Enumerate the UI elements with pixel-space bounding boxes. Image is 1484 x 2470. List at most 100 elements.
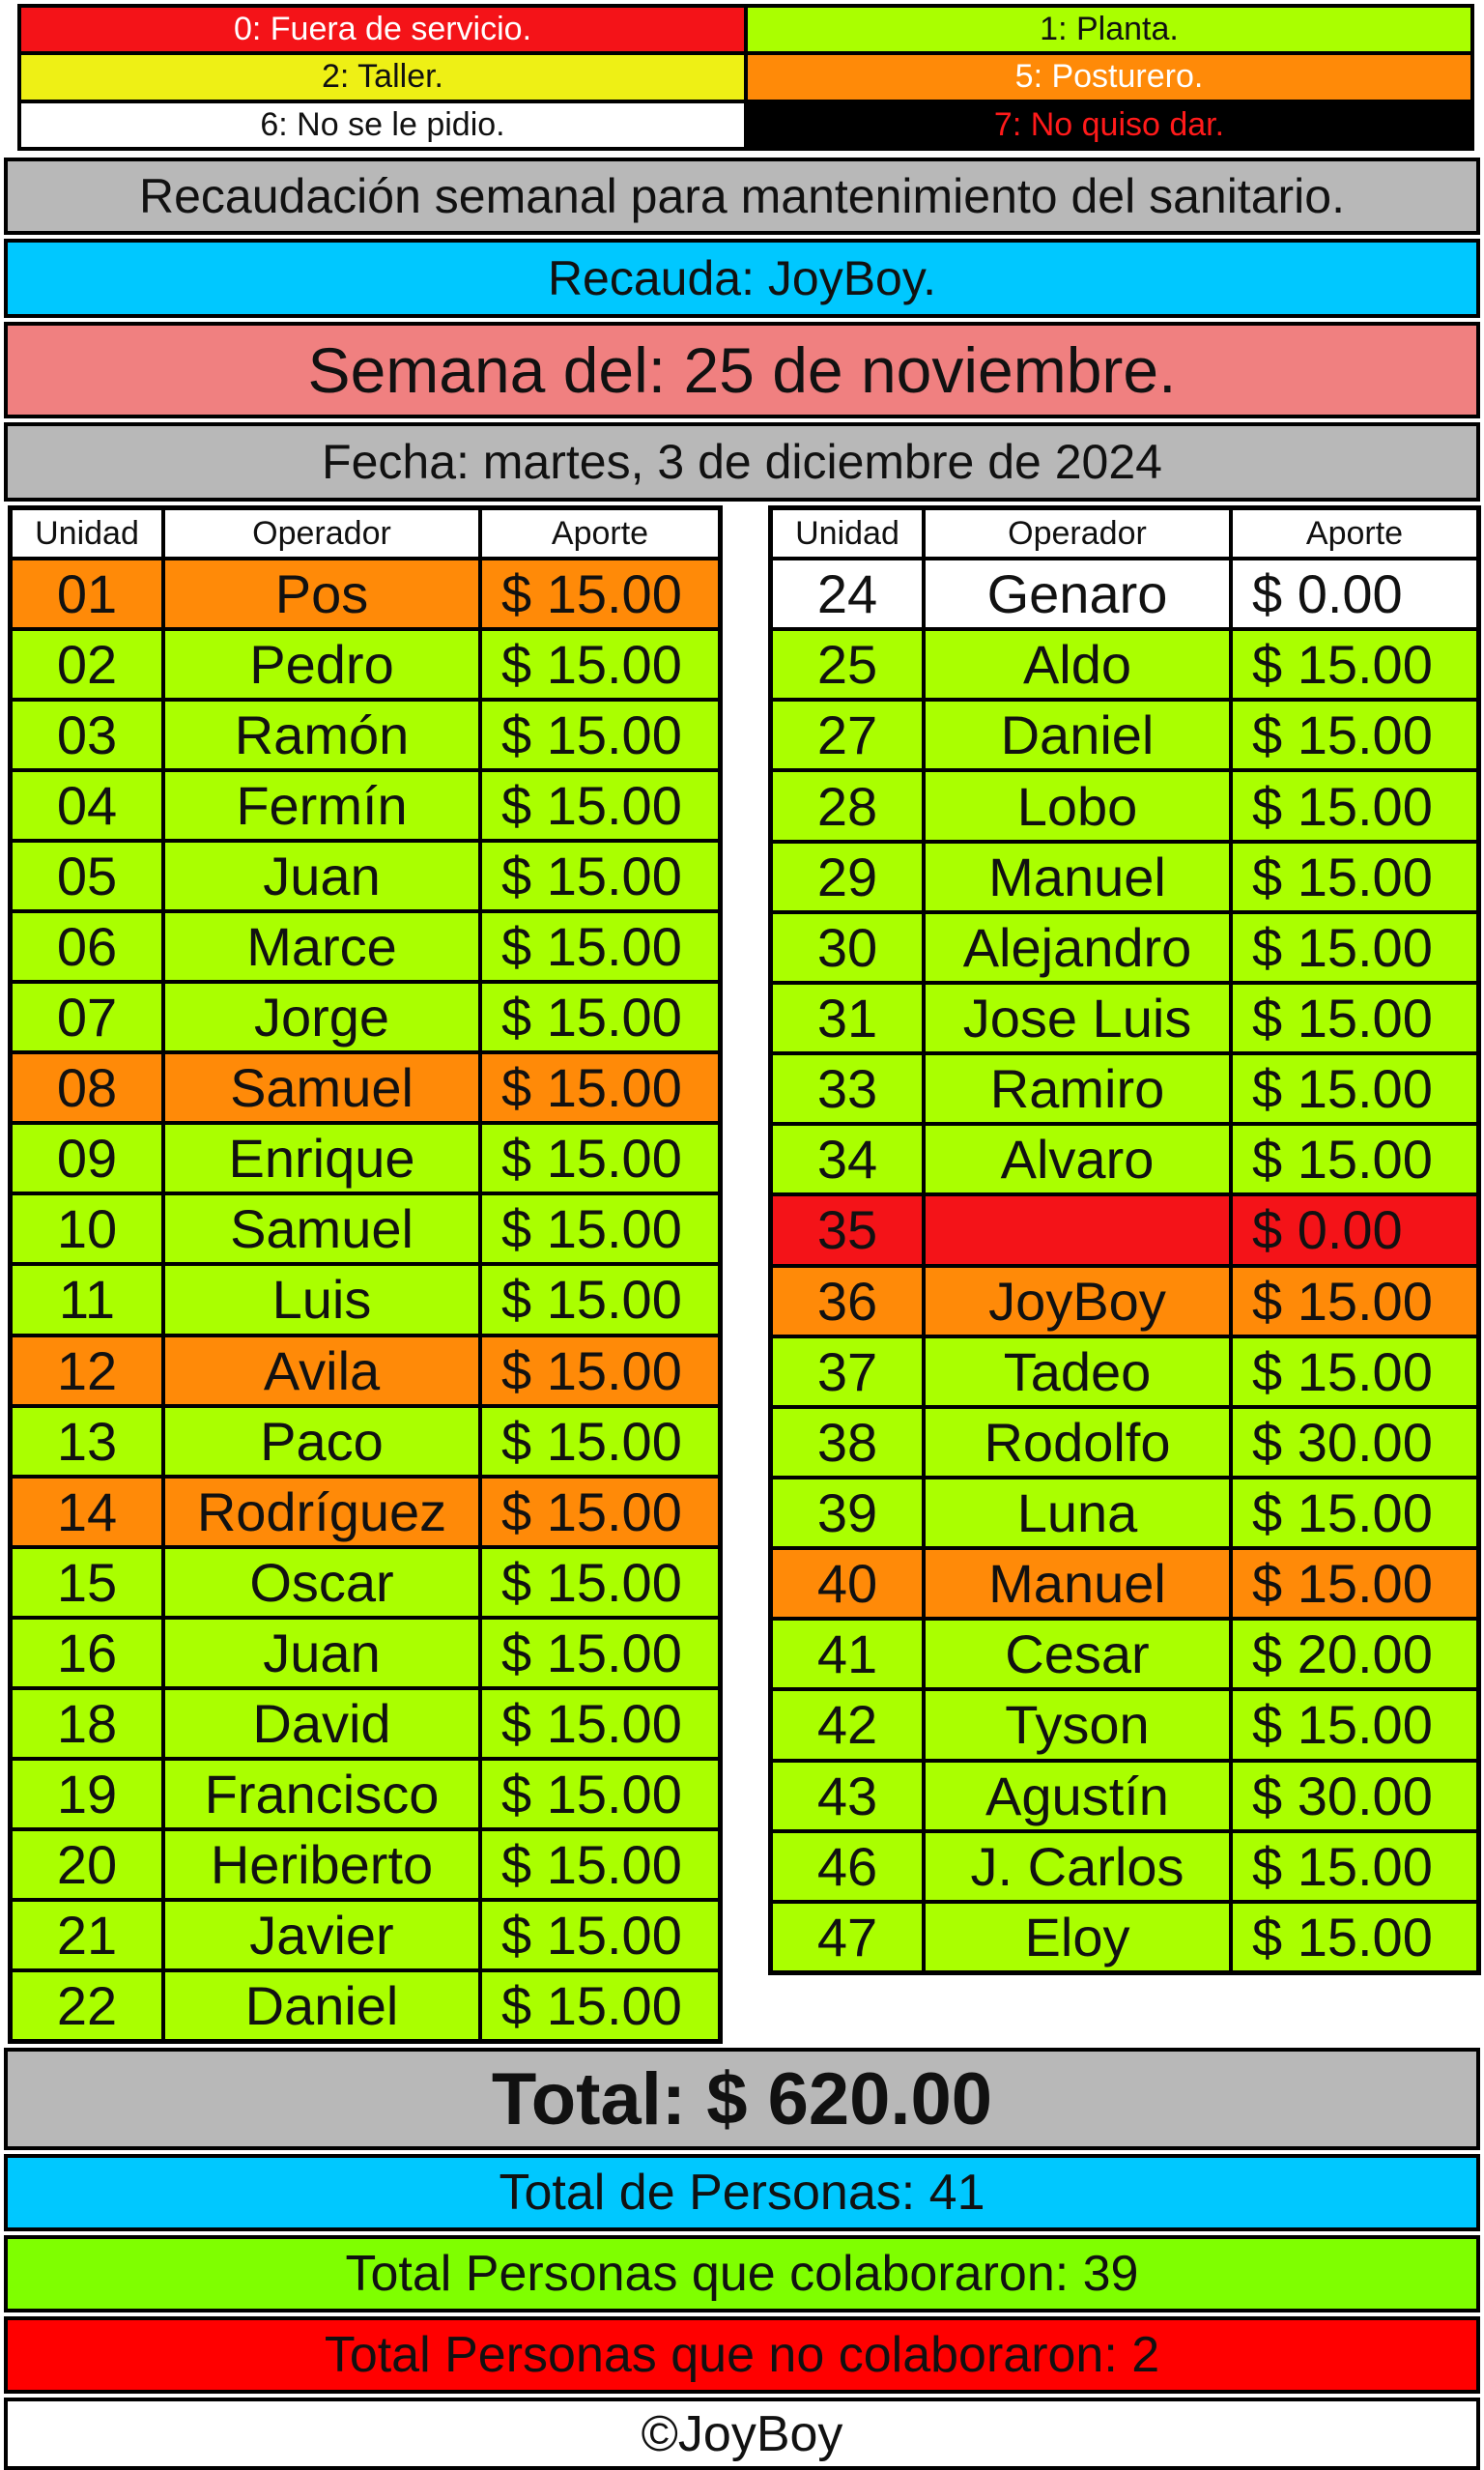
operator-cell: Pos xyxy=(165,560,478,628)
amount-cell: $ 15.00 xyxy=(482,1195,718,1263)
amount-cell: $ 15.00 xyxy=(1233,1903,1476,1970)
amount-cell: $ 15.00 xyxy=(1233,1479,1476,1547)
amount-cell: $ 30.00 xyxy=(1233,1762,1476,1829)
unit-cell: 25 xyxy=(773,631,922,699)
amount-cell: $ 15.00 xyxy=(482,772,718,840)
operator-cell: Avila xyxy=(165,1336,478,1404)
operator-cell: Genaro xyxy=(926,560,1229,628)
legend-item: 7: No quiso dar. xyxy=(748,102,1470,147)
operator-cell: Heriberto xyxy=(165,1830,478,1898)
unit-cell: 38 xyxy=(773,1408,922,1476)
column-header-amount: Aporte xyxy=(482,510,718,557)
operator-cell: Samuel xyxy=(165,1195,478,1263)
unit-cell: 13 xyxy=(13,1407,161,1475)
amount-cell: $ 15.00 xyxy=(482,1619,718,1686)
unit-cell: 40 xyxy=(773,1550,922,1618)
unit-cell: 47 xyxy=(773,1903,922,1970)
amount-cell: $ 15.00 xyxy=(482,1830,718,1898)
amount-cell: $ 15.00 xyxy=(482,1336,718,1404)
operator-cell: Manuel xyxy=(926,1550,1229,1618)
operator-cell: Fermín xyxy=(165,772,478,840)
right-contribution-table: Unidad Operador Aporte 24 Genaro $ 0.00 25 A… xyxy=(768,505,1481,1975)
amount-cell: $ 15.00 xyxy=(1233,1550,1476,1618)
operator-cell: Juan xyxy=(165,1619,478,1686)
unit-cell: 35 xyxy=(773,1196,922,1264)
unit-cell: 27 xyxy=(773,702,922,769)
operator-cell: Pedro xyxy=(165,631,478,699)
unit-cell: 36 xyxy=(773,1267,922,1335)
operator-cell: Javier xyxy=(165,1901,478,1968)
operator-cell: Luis xyxy=(165,1266,478,1334)
operator-cell: Cesar xyxy=(926,1621,1229,1688)
operator-cell: Rodolfo xyxy=(926,1408,1229,1476)
operator-cell: Daniel xyxy=(926,702,1229,769)
amount-cell: $ 15.00 xyxy=(482,843,718,910)
unit-cell: 20 xyxy=(13,1830,161,1898)
unit-cell: 22 xyxy=(13,1971,161,2039)
amount-cell: $ 15.00 xyxy=(1233,772,1476,840)
unit-cell: 34 xyxy=(773,1126,922,1193)
total-contributed: Total Personas que colaboraron: 39 xyxy=(4,2235,1480,2312)
legend-item: 0: Fuera de servicio. xyxy=(21,8,744,52)
operator-cell: J. Carlos xyxy=(926,1832,1229,1900)
amount-cell: $ 15.00 xyxy=(1233,984,1476,1052)
amount-cell: $ 15.00 xyxy=(482,1901,718,1968)
operator-cell: Enrique xyxy=(165,1125,478,1192)
unit-cell: 06 xyxy=(13,913,161,981)
operator-cell: Paco xyxy=(165,1407,478,1475)
unit-cell: 10 xyxy=(13,1195,161,1263)
operator-cell: Lobo xyxy=(926,772,1229,840)
amount-cell: $ 15.00 xyxy=(1233,702,1476,769)
unit-cell: 01 xyxy=(13,560,161,628)
operator-cell: Oscar xyxy=(165,1548,478,1616)
amount-cell: $ 15.00 xyxy=(482,1125,718,1192)
amount-cell: $ 15.00 xyxy=(1233,1691,1476,1759)
amount-cell: $ 30.00 xyxy=(1233,1408,1476,1476)
unit-cell: 30 xyxy=(773,913,922,981)
operator-cell: Tyson xyxy=(926,1691,1229,1759)
operator-cell: Rodríguez xyxy=(165,1478,478,1545)
column-header-operator: Operador xyxy=(165,510,478,557)
operator-cell: Tadeo xyxy=(926,1337,1229,1405)
unit-cell: 28 xyxy=(773,772,922,840)
unit-cell: 05 xyxy=(13,843,161,910)
amount-cell: $ 15.00 xyxy=(1233,1126,1476,1193)
amount-cell: $ 15.00 xyxy=(482,1266,718,1334)
operator-cell: Eloy xyxy=(926,1903,1229,1970)
amount-cell: $ 15.00 xyxy=(482,913,718,981)
status-legend: 0: Fuera de servicio. 1: Planta. 2: Tall… xyxy=(17,4,1474,151)
unit-cell: 41 xyxy=(773,1621,922,1688)
unit-cell: 33 xyxy=(773,1055,922,1123)
amount-cell: $ 15.00 xyxy=(482,984,718,1051)
unit-cell: 39 xyxy=(773,1479,922,1547)
week-banner: Semana del: 25 de noviembre. xyxy=(4,322,1480,418)
amount-cell: $ 15.00 xyxy=(482,631,718,699)
amount-cell: $ 0.00 xyxy=(1233,560,1476,628)
amount-cell: $ 15.00 xyxy=(1233,843,1476,910)
unit-cell: 43 xyxy=(773,1762,922,1829)
operator-cell: Luna xyxy=(926,1479,1229,1547)
amount-cell: $ 15.00 xyxy=(482,1548,718,1616)
unit-cell: 16 xyxy=(13,1619,161,1686)
amount-cell: $ 15.00 xyxy=(482,1760,718,1827)
operator-cell: Marce xyxy=(165,913,478,981)
unit-cell: 12 xyxy=(13,1336,161,1404)
operator-cell: Daniel xyxy=(165,1971,478,2039)
collector-banner: Recauda: JoyBoy. xyxy=(4,239,1480,318)
operator-cell: Manuel xyxy=(926,843,1229,910)
legend-item: 1: Planta. xyxy=(748,8,1470,52)
operator-cell: Samuel xyxy=(165,1054,478,1122)
operator-cell: Alvaro xyxy=(926,1126,1229,1193)
unit-cell: 03 xyxy=(13,702,161,769)
amount-cell: $ 15.00 xyxy=(1233,1337,1476,1405)
legend-item: 5: Posturero. xyxy=(748,55,1470,100)
operator-cell: Jose Luis xyxy=(926,984,1229,1052)
operator-cell xyxy=(926,1196,1229,1264)
amount-cell: $ 15.00 xyxy=(482,702,718,769)
operator-cell: Francisco xyxy=(165,1760,478,1827)
column-header-amount: Aporte xyxy=(1233,510,1476,557)
unit-cell: 02 xyxy=(13,631,161,699)
unit-cell: 07 xyxy=(13,984,161,1051)
amount-cell: $ 0.00 xyxy=(1233,1196,1476,1264)
copyright: ©JoyBoy xyxy=(4,2398,1480,2470)
